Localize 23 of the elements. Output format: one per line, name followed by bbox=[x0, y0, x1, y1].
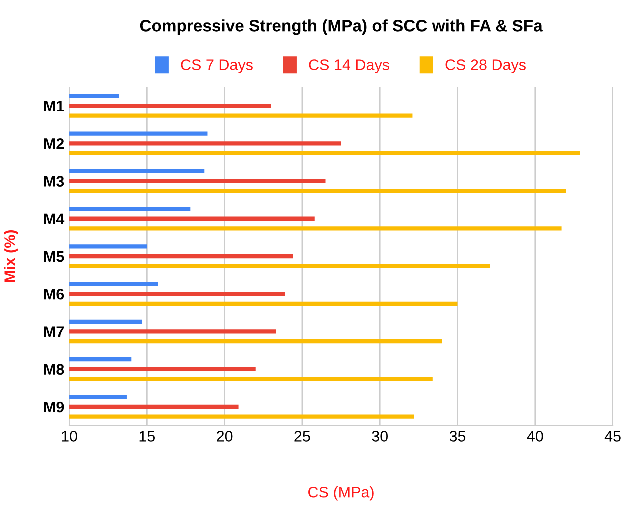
x-tick-label: 35 bbox=[450, 431, 466, 442]
x-tick-label: 45 bbox=[604, 431, 621, 442]
x-tick-label: 25 bbox=[294, 431, 310, 442]
y-tick-label: M8 bbox=[44, 364, 64, 376]
y-tick-label: M9 bbox=[44, 402, 64, 413]
y-tick-label: M7 bbox=[44, 326, 64, 338]
y-tick-label: M6 bbox=[44, 288, 64, 300]
x-tick-label: 20 bbox=[217, 431, 233, 442]
chart-title: Compressive Strength (MPa) of SCC with FA & SFa bbox=[140, 20, 543, 36]
legend-label: CS 28 Days bbox=[446, 60, 526, 74]
x-tick-label: 10 bbox=[62, 431, 78, 442]
y-tick-label: M1 bbox=[44, 101, 64, 112]
x-tick-label: 15 bbox=[140, 431, 156, 442]
y-axis-title: Mix (%) bbox=[4, 230, 18, 282]
y-tick-label: M4 bbox=[44, 214, 65, 224]
x-axis-title: CS (MPa) bbox=[308, 486, 374, 501]
legend-label: CS 7 Days bbox=[181, 60, 253, 74]
x-tick-label: 40 bbox=[527, 431, 544, 442]
legend-label: CS 14 Days bbox=[309, 60, 390, 74]
y-tick-label: M3 bbox=[44, 176, 64, 187]
x-tick-label: 30 bbox=[372, 431, 388, 442]
y-tick-label: M2 bbox=[44, 138, 64, 150]
y-tick-label: M5 bbox=[44, 252, 64, 262]
